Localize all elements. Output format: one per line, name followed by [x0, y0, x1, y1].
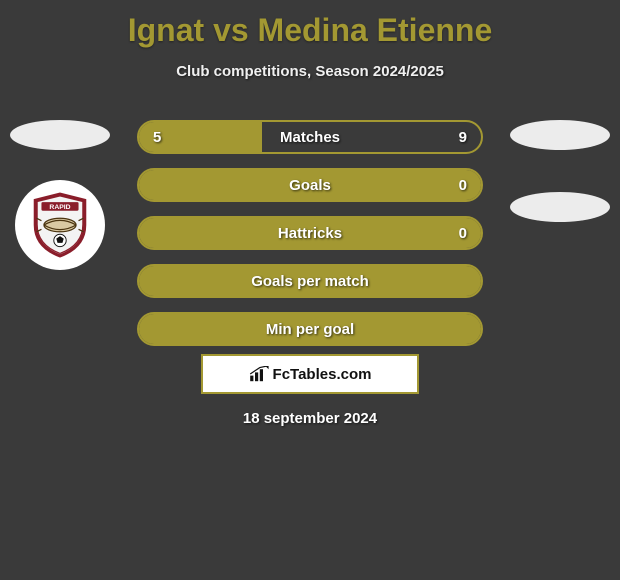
stat-label: Min per goal — [139, 314, 481, 344]
page-title: Ignat vs Medina Etienne — [0, 0, 620, 49]
stat-bar-goals: Goals0 — [137, 168, 483, 202]
stat-value-right: 9 — [445, 122, 481, 152]
player-right-club-badge — [510, 192, 610, 222]
stats-container: Matches59Goals0Hattricks0Goals per match… — [137, 120, 483, 346]
shield-icon: RAPID — [26, 191, 94, 259]
player-left-avatar — [10, 120, 110, 150]
stat-label: Goals — [139, 170, 481, 200]
player-left-column: RAPID — [10, 120, 110, 270]
chart-icon — [249, 366, 269, 382]
player-left-club-badge: RAPID — [15, 180, 105, 270]
date-text: 18 september 2024 — [0, 410, 620, 427]
stat-bar-min-per-goal: Min per goal — [137, 312, 483, 346]
stat-label: Goals per match — [139, 266, 481, 296]
stat-bar-goals-per-match: Goals per match — [137, 264, 483, 298]
stat-bar-matches: Matches5 9 — [137, 120, 483, 154]
svg-text:RAPID: RAPID — [49, 204, 70, 211]
stat-value-left: 5 — [139, 122, 175, 152]
brand-box: FcTables.com — [201, 354, 419, 394]
stat-value-right: 0 — [445, 218, 481, 248]
player-right-avatar — [510, 120, 610, 150]
stat-label: Matches — [139, 122, 481, 152]
page-subtitle: Club competitions, Season 2024/2025 — [0, 63, 620, 80]
stat-value-right: 0 — [445, 170, 481, 200]
brand-text: FcTables.com — [273, 366, 372, 383]
stat-label: Hattricks — [139, 218, 481, 248]
stat-bar-hattricks: Hattricks0 — [137, 216, 483, 250]
player-right-column — [510, 120, 610, 242]
